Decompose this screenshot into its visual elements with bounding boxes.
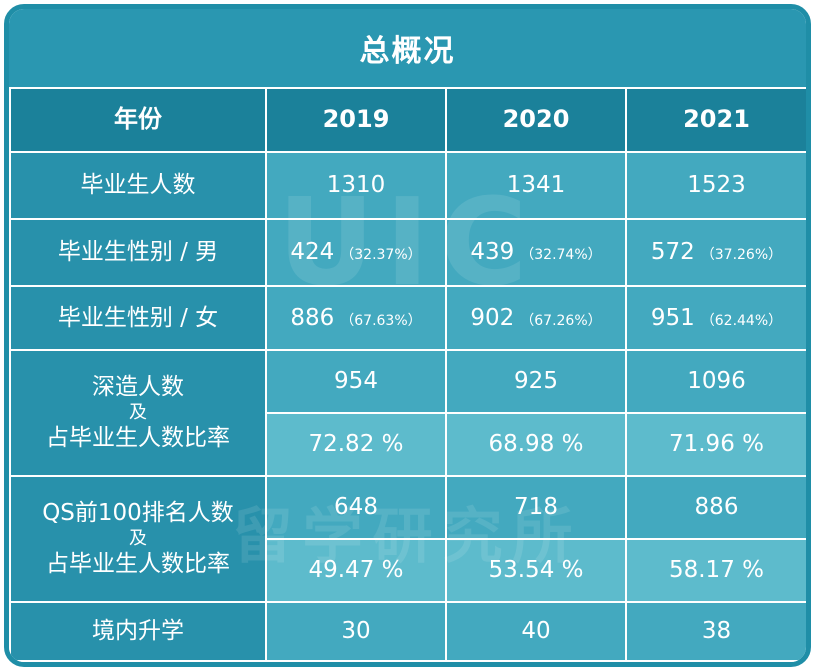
- row-label-female: 毕业生性别 / 女: [9, 285, 267, 351]
- male-count: 439: [470, 239, 515, 266]
- header-row: 年份 2019 2020 2021: [9, 87, 806, 153]
- row-label-further-study: 深造人数 及 占毕业生人数比率: [9, 349, 267, 477]
- overview-card: 总概况 年份 2019 2020 2021 毕业生人数 1310 1341 15…: [4, 4, 811, 667]
- table-title: 总概况: [9, 9, 806, 87]
- row-domestic: 境内升学 30 40 38: [9, 601, 806, 662]
- row-female: 毕业生性别 / 女 886 （67.63%） 902 （67.26%） 951 （62…: [9, 285, 806, 351]
- cell-further-count-2020: 925: [445, 349, 627, 414]
- row-qs-count: QS前100排名人数 及 占毕业生人数比率 648 718 886: [9, 475, 806, 603]
- cell-male-2020: 439 （32.74%）: [445, 218, 627, 287]
- row-further-study-count: 深造人数 及 占毕业生人数比率 954 925 1096: [9, 349, 806, 477]
- label-further-study-conj: 及: [129, 401, 147, 423]
- cell-qs-count-2019: 648: [265, 475, 447, 540]
- female-count: 902: [470, 304, 515, 331]
- cell-graduates-2019: 1310: [265, 151, 447, 220]
- cell-female-2020: 902 （67.26%）: [445, 285, 627, 351]
- male-count: 572: [650, 239, 695, 266]
- label-qs-top: QS前100排名人数: [42, 500, 234, 527]
- female-pct: （67.63%）: [340, 312, 422, 329]
- cell-female-2021: 951 （62.44%）: [625, 285, 806, 351]
- male-pct: （32.74%）: [520, 247, 602, 264]
- header-year-2021: 2021: [625, 87, 806, 153]
- cell-further-ratio-2021: 71.96 %: [625, 412, 806, 477]
- cell-graduates-2020: 1341: [445, 151, 627, 220]
- cell-qs-count-2021: 886: [625, 475, 806, 540]
- male-pct: （32.37%）: [340, 247, 422, 264]
- row-graduates: 毕业生人数 1310 1341 1523: [9, 151, 806, 220]
- cell-female-2019: 886 （67.63%）: [265, 285, 447, 351]
- row-further-study-ratio: 72.82 % 68.98 % 71.96 %: [10, 412, 806, 477]
- female-pct: （67.26%）: [520, 312, 602, 329]
- row-label-male: 毕业生性别 / 男: [9, 218, 267, 287]
- header-year-2019: 2019: [265, 87, 447, 153]
- cell-further-count-2021: 1096: [625, 349, 806, 414]
- cell-domestic-2021: 38: [625, 601, 806, 662]
- row-male: 毕业生性别 / 男 424 （32.37%） 439 （32.74%） 572 （37…: [9, 218, 806, 287]
- row-label-qs: QS前100排名人数 及 占毕业生人数比率: [9, 475, 267, 603]
- overview-table: 年份 2019 2020 2021 毕业生人数 1310 1341 1523 毕…: [9, 87, 806, 662]
- cell-further-ratio-2019: 72.82 %: [265, 412, 447, 477]
- cell-male-2019: 424 （32.37%）: [265, 218, 447, 287]
- label-further-study-top: 深造人数: [92, 374, 184, 401]
- row-label-domestic: 境内升学: [9, 601, 267, 662]
- cell-qs-ratio-2019: 49.47 %: [265, 538, 447, 603]
- label-qs-bottom: 占毕业生人数比率: [46, 551, 230, 578]
- label-further-study-bottom: 占毕业生人数比率: [46, 425, 230, 452]
- row-label-graduates: 毕业生人数: [9, 151, 267, 220]
- cell-domestic-2019: 30: [265, 601, 447, 662]
- cell-male-2021: 572 （37.26%）: [625, 218, 806, 287]
- female-count: 886: [290, 304, 335, 331]
- header-year-2020: 2020: [445, 87, 627, 153]
- cell-further-ratio-2020: 68.98 %: [445, 412, 627, 477]
- header-year-label: 年份: [9, 87, 267, 153]
- female-count: 951: [650, 304, 695, 331]
- male-pct: （37.26%）: [700, 247, 783, 264]
- female-pct: （62.44%）: [700, 312, 783, 329]
- male-count: 424: [290, 239, 335, 266]
- row-qs-ratio: 49.47 % 53.54 % 58.17 %: [10, 538, 806, 603]
- cell-domestic-2020: 40: [445, 601, 627, 662]
- cell-graduates-2021: 1523: [625, 151, 806, 220]
- cell-further-count-2019: 954: [265, 349, 447, 414]
- label-qs-conj: 及: [129, 527, 147, 549]
- cell-qs-count-2020: 718: [445, 475, 627, 540]
- cell-qs-ratio-2020: 53.54 %: [445, 538, 627, 603]
- cell-qs-ratio-2021: 58.17 %: [625, 538, 806, 603]
